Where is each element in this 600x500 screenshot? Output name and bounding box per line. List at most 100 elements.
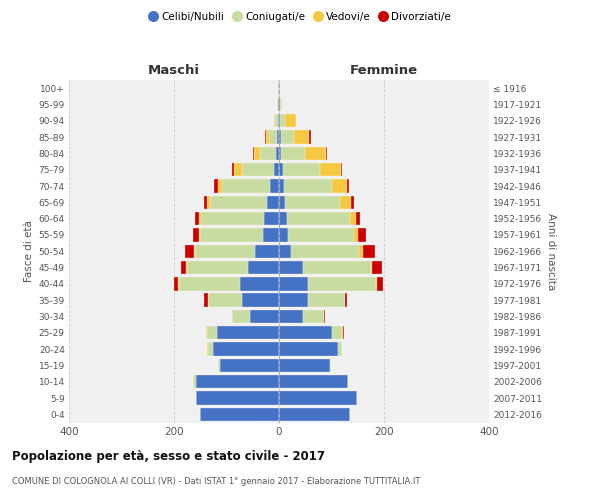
Bar — [181, 261, 186, 274]
Bar — [232, 163, 235, 176]
Bar — [279, 342, 338, 356]
Bar — [310, 130, 311, 144]
Bar — [354, 228, 358, 241]
Bar — [344, 294, 347, 307]
Bar — [279, 408, 350, 421]
Bar — [338, 342, 342, 356]
Bar — [277, 98, 278, 111]
Bar — [279, 294, 308, 307]
Bar — [376, 277, 377, 290]
Bar — [281, 146, 305, 160]
Bar — [283, 163, 320, 176]
Bar — [178, 277, 179, 290]
Bar — [196, 375, 279, 388]
Bar — [253, 146, 254, 160]
Bar — [342, 326, 343, 340]
Bar — [179, 277, 239, 290]
Bar — [279, 163, 283, 176]
Bar — [356, 212, 361, 226]
Bar — [279, 277, 308, 290]
Bar — [239, 277, 279, 290]
Bar — [305, 146, 326, 160]
Bar — [279, 114, 280, 128]
Bar — [371, 261, 372, 274]
Bar — [279, 146, 281, 160]
Bar — [351, 196, 353, 209]
Bar — [218, 180, 223, 192]
Text: Maschi: Maschi — [148, 64, 200, 78]
Bar — [289, 228, 354, 241]
Y-axis label: Anni di nascita: Anni di nascita — [547, 212, 556, 290]
Bar — [275, 114, 278, 128]
Bar — [279, 130, 281, 144]
Bar — [223, 180, 269, 192]
Bar — [279, 375, 348, 388]
Text: COMUNE DI COLOGNOLA AI COLLI (VR) - Dati ISTAT 1° gennaio 2017 - Elaborazione TU: COMUNE DI COLOGNOLA AI COLLI (VR) - Dati… — [12, 478, 421, 486]
Bar — [341, 163, 342, 176]
Bar — [302, 261, 371, 274]
Bar — [279, 326, 331, 340]
Bar — [284, 180, 331, 192]
Bar — [254, 146, 260, 160]
Bar — [263, 228, 279, 241]
Bar — [372, 261, 382, 274]
Bar — [279, 358, 330, 372]
Bar — [269, 130, 277, 144]
Bar — [232, 310, 250, 323]
Bar — [340, 196, 351, 209]
Bar — [343, 326, 344, 340]
Bar — [358, 228, 366, 241]
Bar — [280, 114, 286, 128]
Bar — [265, 130, 266, 144]
Bar — [279, 244, 290, 258]
Bar — [207, 342, 208, 356]
Bar — [265, 212, 279, 226]
Bar — [200, 228, 263, 241]
Text: Femmine: Femmine — [350, 64, 418, 78]
Bar — [287, 212, 350, 226]
Bar — [326, 146, 327, 160]
Bar — [279, 310, 302, 323]
Bar — [269, 180, 279, 192]
Bar — [204, 294, 208, 307]
Bar — [363, 244, 374, 258]
Legend: Celibi/Nubili, Coniugati/e, Vedovi/e, Divorziati/e: Celibi/Nubili, Coniugati/e, Vedovi/e, Di… — [145, 8, 455, 26]
Bar — [256, 244, 279, 258]
Bar — [359, 244, 363, 258]
Bar — [308, 294, 344, 307]
Bar — [331, 326, 342, 340]
Bar — [286, 196, 340, 209]
Bar — [279, 180, 284, 192]
Bar — [290, 244, 359, 258]
Bar — [250, 310, 279, 323]
Bar — [331, 180, 347, 192]
Bar — [208, 342, 214, 356]
Bar — [377, 277, 383, 290]
Bar — [278, 114, 279, 128]
Bar — [308, 277, 376, 290]
Bar — [187, 261, 248, 274]
Bar — [193, 375, 196, 388]
Bar — [207, 196, 210, 209]
Bar — [210, 196, 268, 209]
Bar — [186, 261, 187, 274]
Bar — [330, 358, 331, 372]
Bar — [214, 180, 218, 192]
Bar — [200, 408, 279, 421]
Bar — [279, 196, 286, 209]
Bar — [195, 244, 256, 258]
Bar — [279, 228, 289, 241]
Bar — [195, 212, 199, 226]
Bar — [194, 244, 195, 258]
Bar — [248, 261, 279, 274]
Bar — [185, 244, 194, 258]
Bar — [217, 326, 279, 340]
Bar — [323, 310, 325, 323]
Bar — [235, 163, 242, 176]
Bar — [206, 326, 217, 340]
Bar — [274, 114, 275, 128]
Bar — [193, 228, 199, 241]
Bar — [281, 98, 282, 111]
Bar — [279, 212, 287, 226]
Y-axis label: Fasce di età: Fasce di età — [25, 220, 34, 282]
